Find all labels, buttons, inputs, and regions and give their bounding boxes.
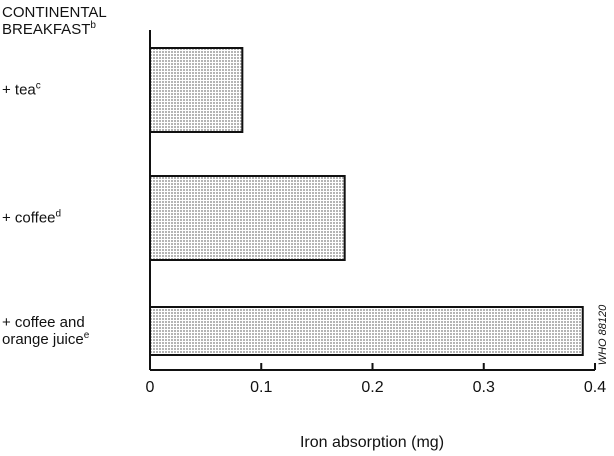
- bar: [149, 175, 346, 261]
- bar: [149, 306, 584, 356]
- title-text: CONTINENTAL BREAKFAST: [2, 4, 107, 38]
- title-footnote: b: [90, 20, 96, 31]
- side-note: WHO 88120: [597, 304, 609, 365]
- x-axis-label: Iron absorption (mg): [300, 434, 444, 451]
- category-label: + coffeed: [2, 208, 134, 227]
- category-text: + tea: [2, 81, 36, 99]
- bar: [149, 47, 244, 133]
- category-footnote: e: [83, 330, 90, 341]
- category-label: + coffee and orange juicee: [2, 314, 134, 348]
- x-tick-label: 0.2: [361, 379, 383, 396]
- category-label: + teac: [2, 80, 134, 99]
- category-footnote: d: [55, 208, 62, 220]
- x-tick-label: 0.3: [473, 379, 495, 396]
- x-tick-label: 0.1: [250, 379, 272, 396]
- category-text: + coffee: [2, 209, 56, 227]
- title: CONTINENTAL BREAKFASTb: [2, 4, 142, 38]
- x-tick-label: 0: [146, 379, 155, 396]
- x-tick-label: 0.4: [584, 379, 606, 396]
- category-footnote: c: [35, 80, 41, 92]
- category-text: + coffee and orange juice: [2, 314, 85, 348]
